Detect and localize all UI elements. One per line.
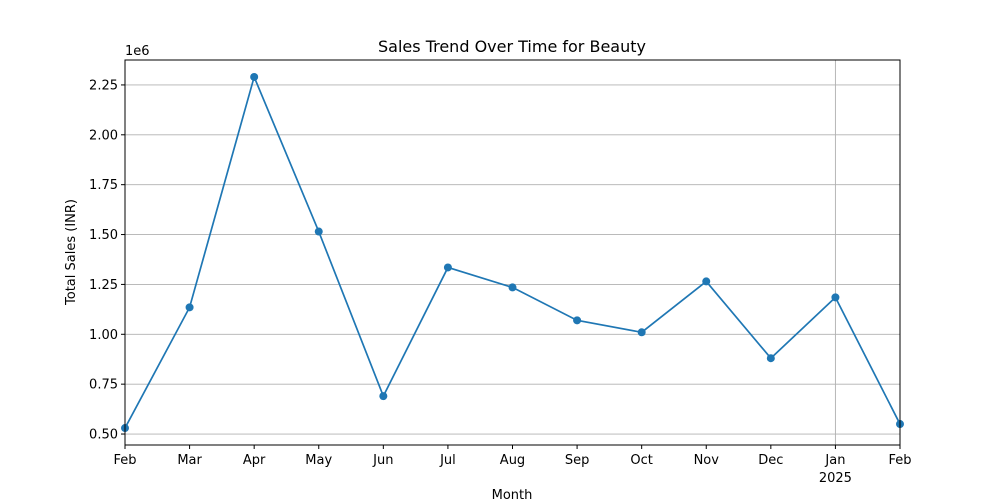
y-tick-label: 0.50 [89,428,118,443]
x-tick-label: Dec [758,453,783,468]
x-tick-label: Sep [565,453,590,468]
y-tick-label: 0.75 [89,378,118,393]
x-tick-label: Feb [888,453,911,468]
x-tick-sublabel: 2025 [819,471,852,486]
y-tick-label: 2.00 [89,128,118,143]
chart-title: Sales Trend Over Time for Beauty [378,37,646,56]
data-point [508,283,517,292]
data-point [637,328,646,337]
x-tick-label: Jun [372,453,393,468]
data-point [443,263,452,272]
x-tick-label: May [305,453,332,468]
x-tick-label: Apr [243,453,266,468]
data-point [314,227,323,236]
x-tick-label: Nov [694,453,720,468]
data-point [250,72,259,81]
data-point [379,392,388,401]
x-tick-label: Feb [113,453,136,468]
x-tick-label: Mar [177,453,202,468]
x-axis-label: Month [492,488,533,500]
data-point [766,354,775,363]
data-point [831,293,840,302]
plot-frame [124,59,901,446]
y-tick-label: 1.00 [89,328,118,343]
y-tick-label: 1.50 [89,228,118,243]
series-layer [121,72,904,433]
series-line [124,74,901,429]
x-tick-label: Jan [824,453,845,468]
data-point [702,277,711,286]
x-tick-label: Aug [500,453,525,468]
y-multiplier-label: 1e6 [125,44,150,59]
data-point [185,303,194,312]
ticks-layer: 0.50 0.75 1.00 1.25 1.50 1.75 2.00 2.25 Feb Mar Ap… [89,78,911,486]
x-tick-label: Jul [439,453,456,468]
y-tick-label: 1.75 [89,178,118,193]
x-tick-label: Oct [630,453,652,468]
data-point [573,316,582,325]
grid-layer [125,60,900,445]
y-axis-label: Total Sales (INR) [64,199,79,306]
y-tick-label: 2.25 [89,78,118,93]
y-tick-label: 1.25 [89,278,118,293]
